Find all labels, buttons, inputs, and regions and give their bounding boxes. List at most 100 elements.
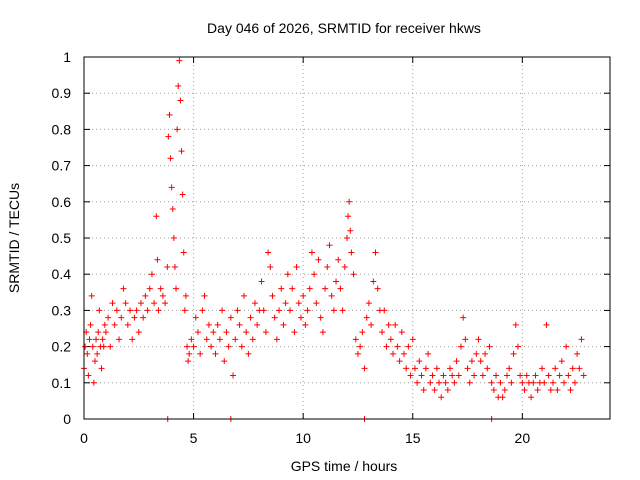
data-point <box>102 329 109 336</box>
y-tick-label: 0.6 <box>52 194 72 210</box>
data-point <box>425 350 432 357</box>
data-point <box>381 307 388 314</box>
data-point <box>194 329 201 336</box>
data-point <box>440 372 447 379</box>
data-point <box>278 285 285 292</box>
y-tick-label: 0.4 <box>52 266 72 282</box>
data-point <box>552 365 559 372</box>
data-point <box>341 263 348 270</box>
data-point <box>451 379 458 386</box>
data-point <box>205 321 212 328</box>
data-point <box>337 285 344 292</box>
data-point <box>221 358 228 365</box>
data-point <box>569 365 576 372</box>
data-point <box>169 206 176 213</box>
x-tick-label: 0 <box>80 430 88 446</box>
data-point <box>484 365 491 372</box>
data-point <box>146 285 153 292</box>
data-point <box>238 343 245 350</box>
data-point <box>82 343 89 350</box>
data-point <box>176 57 183 64</box>
data-point <box>282 300 289 307</box>
data-point <box>109 300 116 307</box>
data-point <box>392 321 399 328</box>
data-point <box>219 307 226 314</box>
data-point <box>352 336 359 343</box>
data-point <box>93 336 100 343</box>
data-point <box>90 379 97 386</box>
data-point <box>409 336 416 343</box>
data-point <box>86 336 93 343</box>
data-point <box>541 379 548 386</box>
data-point <box>289 285 296 292</box>
data-point <box>154 256 161 263</box>
data-point <box>379 329 386 336</box>
data-point <box>407 372 414 379</box>
data-point <box>444 387 451 394</box>
data-point <box>175 82 182 89</box>
data-point <box>240 292 247 299</box>
data-point <box>232 336 239 343</box>
data-point <box>159 292 166 299</box>
data-point <box>565 372 572 379</box>
data-point <box>89 343 96 350</box>
data-point <box>192 314 199 321</box>
y-tick-label: 0.8 <box>52 121 72 137</box>
y-tick-label: 0.5 <box>52 230 72 246</box>
data-point <box>96 307 103 314</box>
data-point <box>574 350 581 357</box>
data-point <box>284 271 291 278</box>
data-point <box>210 329 217 336</box>
data-point <box>167 155 174 162</box>
data-point <box>236 321 243 328</box>
data-point <box>165 133 172 140</box>
data-point <box>506 365 513 372</box>
data-point <box>521 387 528 394</box>
data-point <box>578 336 585 343</box>
data-point <box>216 336 223 343</box>
data-point <box>85 372 92 379</box>
data-point <box>140 314 147 321</box>
data-point <box>185 358 192 365</box>
grid-lines <box>84 57 610 419</box>
y-tick-label: 1 <box>63 49 71 65</box>
data-point <box>197 350 204 357</box>
data-point <box>101 321 108 328</box>
data-point <box>177 97 184 104</box>
data-point <box>370 278 377 285</box>
data-point <box>234 307 241 314</box>
data-point <box>479 372 486 379</box>
data-point <box>405 343 412 350</box>
data-point <box>313 300 320 307</box>
data-point <box>361 365 368 372</box>
data-point <box>291 329 298 336</box>
data-point <box>265 249 272 256</box>
data-point <box>276 307 283 314</box>
data-point <box>129 336 136 343</box>
data-point <box>471 372 478 379</box>
data-point <box>135 329 142 336</box>
data-point <box>453 358 460 365</box>
data-point <box>95 329 102 336</box>
data-point <box>475 336 482 343</box>
data-point <box>368 321 375 328</box>
data-point <box>180 249 187 256</box>
data-point <box>433 365 440 372</box>
data-point <box>560 379 567 386</box>
data-point <box>335 256 342 263</box>
data-point <box>273 336 280 343</box>
data-point <box>199 307 206 314</box>
data-point <box>208 343 215 350</box>
data-point <box>247 314 254 321</box>
data-point <box>449 372 456 379</box>
y-tick-label: 0 <box>63 411 71 427</box>
data-point <box>100 343 107 350</box>
data-point <box>153 213 160 220</box>
data-point <box>468 358 475 365</box>
data-point <box>107 343 114 350</box>
data-point <box>262 329 269 336</box>
data-point <box>372 249 379 256</box>
data-point <box>182 292 189 299</box>
data-point <box>297 314 304 321</box>
chart-title: Day 046 of 2026, SRMTID for receiver hkw… <box>207 20 481 36</box>
